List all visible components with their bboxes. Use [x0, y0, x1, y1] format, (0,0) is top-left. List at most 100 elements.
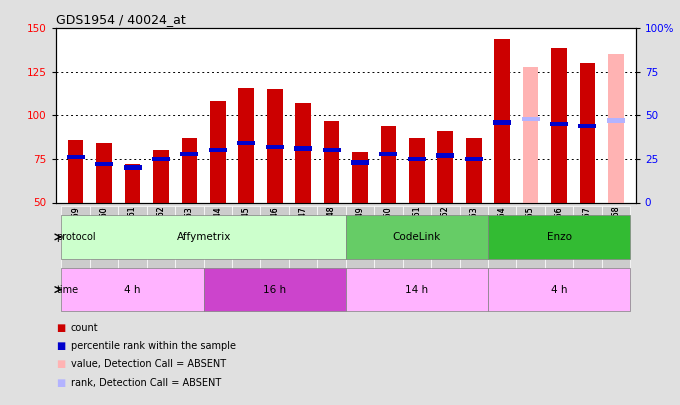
- Bar: [579, 124, 596, 128]
- FancyBboxPatch shape: [460, 206, 488, 281]
- Bar: [346, 268, 488, 311]
- Text: GSM73346: GSM73346: [270, 206, 279, 247]
- Text: Enzo: Enzo: [547, 232, 571, 242]
- Text: GSM73345: GSM73345: [242, 206, 251, 247]
- FancyBboxPatch shape: [488, 206, 516, 281]
- Text: GSM73345: GSM73345: [242, 206, 251, 247]
- FancyBboxPatch shape: [147, 206, 175, 281]
- Text: GSM73349: GSM73349: [356, 206, 364, 247]
- Bar: [294, 146, 312, 151]
- Bar: [210, 102, 226, 202]
- Text: ■: ■: [56, 323, 65, 333]
- Text: GSM73344: GSM73344: [214, 206, 222, 247]
- FancyBboxPatch shape: [260, 206, 289, 281]
- Text: GSM73355: GSM73355: [526, 206, 535, 247]
- Text: GSM73351: GSM73351: [412, 206, 422, 247]
- Bar: [522, 117, 540, 121]
- FancyBboxPatch shape: [289, 206, 318, 281]
- Bar: [409, 138, 425, 202]
- FancyBboxPatch shape: [203, 206, 232, 281]
- FancyBboxPatch shape: [232, 206, 260, 281]
- Text: GSM73352: GSM73352: [441, 206, 449, 247]
- Bar: [61, 215, 346, 259]
- Bar: [67, 155, 84, 160]
- Text: GSM73360: GSM73360: [99, 206, 109, 247]
- Bar: [239, 87, 254, 202]
- Bar: [408, 157, 426, 161]
- Bar: [95, 162, 113, 166]
- Text: time: time: [56, 285, 78, 294]
- Bar: [494, 39, 510, 202]
- Text: GSM73355: GSM73355: [526, 206, 535, 247]
- Text: GSM73362: GSM73362: [156, 206, 165, 247]
- Text: ■: ■: [56, 341, 65, 351]
- Text: GSM73358: GSM73358: [611, 206, 620, 247]
- Bar: [324, 121, 339, 202]
- Text: value, Detection Call = ABSENT: value, Detection Call = ABSENT: [71, 360, 226, 369]
- Text: GSM73350: GSM73350: [384, 206, 393, 247]
- Bar: [437, 153, 454, 158]
- Text: GSM73353: GSM73353: [469, 206, 478, 247]
- Bar: [203, 268, 346, 311]
- Text: GSM73356: GSM73356: [554, 206, 564, 247]
- Text: 14 h: 14 h: [405, 285, 428, 294]
- Text: GSM73358: GSM73358: [611, 206, 620, 247]
- FancyBboxPatch shape: [175, 206, 203, 281]
- Text: GSM73354: GSM73354: [498, 206, 507, 247]
- Text: GSM73348: GSM73348: [327, 206, 336, 247]
- Bar: [488, 268, 630, 311]
- Text: 16 h: 16 h: [263, 285, 286, 294]
- Bar: [351, 160, 369, 164]
- Text: GSM73351: GSM73351: [412, 206, 422, 247]
- FancyBboxPatch shape: [118, 206, 147, 281]
- Bar: [68, 140, 84, 202]
- Text: GSM73361: GSM73361: [128, 206, 137, 247]
- Text: 4 h: 4 h: [551, 285, 567, 294]
- Bar: [237, 141, 255, 145]
- Bar: [322, 148, 341, 152]
- FancyBboxPatch shape: [318, 206, 346, 281]
- Bar: [608, 54, 624, 202]
- Text: Affymetrix: Affymetrix: [176, 232, 231, 242]
- FancyBboxPatch shape: [374, 206, 403, 281]
- Bar: [607, 119, 625, 123]
- Text: GSM73354: GSM73354: [498, 206, 507, 247]
- FancyBboxPatch shape: [431, 206, 460, 281]
- Bar: [493, 120, 511, 125]
- Text: GSM73353: GSM73353: [469, 206, 478, 247]
- Text: GSM73363: GSM73363: [185, 206, 194, 247]
- Bar: [466, 138, 481, 202]
- Bar: [381, 126, 396, 202]
- Bar: [295, 103, 311, 202]
- Text: GSM73359: GSM73359: [71, 206, 80, 247]
- Text: CodeLink: CodeLink: [393, 232, 441, 242]
- Text: GSM73356: GSM73356: [554, 206, 564, 247]
- Text: GSM73362: GSM73362: [156, 206, 165, 247]
- Text: percentile rank within the sample: percentile rank within the sample: [71, 341, 236, 351]
- Bar: [488, 215, 630, 259]
- Bar: [124, 164, 140, 202]
- Bar: [180, 151, 199, 156]
- Bar: [267, 90, 282, 202]
- FancyBboxPatch shape: [346, 206, 374, 281]
- Text: GSM73357: GSM73357: [583, 206, 592, 247]
- Text: GSM73347: GSM73347: [299, 206, 307, 247]
- Text: protocol: protocol: [56, 232, 96, 242]
- FancyBboxPatch shape: [602, 206, 630, 281]
- Bar: [352, 152, 368, 202]
- Bar: [579, 63, 595, 202]
- Text: 4 h: 4 h: [124, 285, 141, 294]
- Text: GSM73346: GSM73346: [270, 206, 279, 247]
- Bar: [152, 157, 170, 161]
- Bar: [523, 67, 539, 202]
- Text: GSM73363: GSM73363: [185, 206, 194, 247]
- Bar: [437, 131, 453, 202]
- FancyBboxPatch shape: [403, 206, 431, 281]
- Text: GSM73361: GSM73361: [128, 206, 137, 247]
- Text: GSM73348: GSM73348: [327, 206, 336, 247]
- Bar: [61, 268, 203, 311]
- Text: GSM73357: GSM73357: [583, 206, 592, 247]
- Text: GSM73359: GSM73359: [71, 206, 80, 247]
- Bar: [346, 215, 488, 259]
- Bar: [379, 151, 397, 156]
